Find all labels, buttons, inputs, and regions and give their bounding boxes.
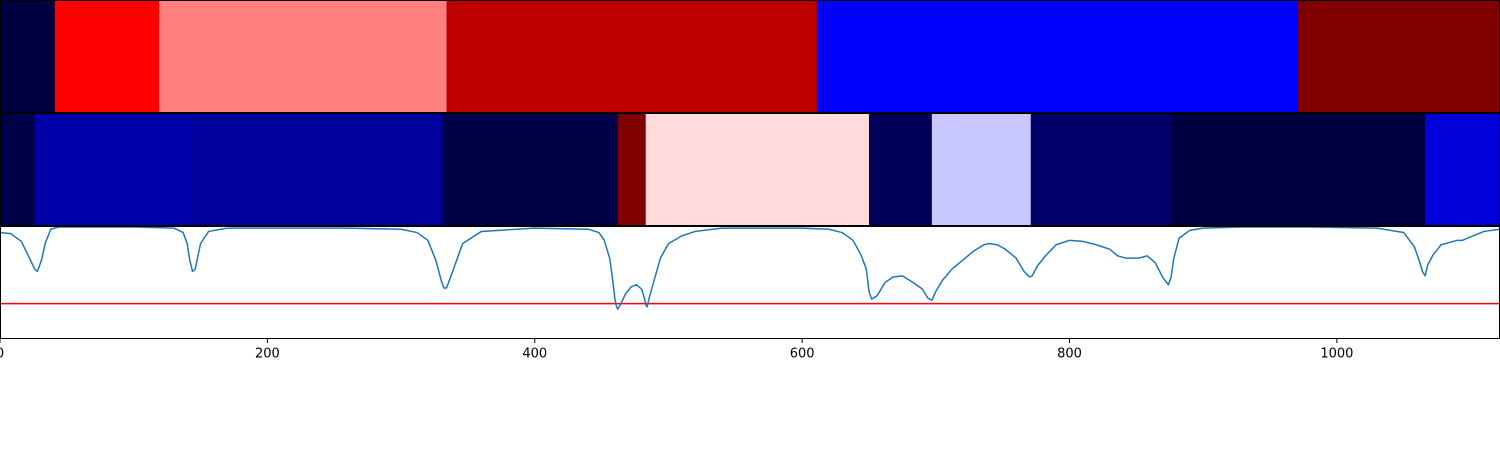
middle-band-segment-3 — [442, 114, 619, 225]
x-tick-label-600: 600 — [790, 347, 815, 362]
x-tick-label-0: 0 — [0, 347, 4, 362]
middle-band-segment-1 — [34, 114, 192, 225]
middle-band-segment-6 — [868, 114, 933, 225]
x-tick-label-1000: 1000 — [1320, 347, 1353, 362]
middle-heatmap-band — [0, 114, 1500, 225]
middle-band-segment-8 — [1030, 114, 1172, 225]
middle-band-segment-0 — [0, 114, 36, 225]
x-tick-label-400: 400 — [522, 347, 547, 362]
series-line — [0, 226, 1500, 310]
top-band-segment-0 — [0, 1, 56, 112]
middle-band-segment-10 — [1425, 114, 1500, 225]
middle-band-segment-2 — [191, 114, 444, 225]
line-panel-frame — [0, 226, 1500, 339]
top-band-segment-4 — [816, 1, 1299, 112]
top-band-segment-2 — [159, 1, 448, 112]
middle-band-segment-4 — [617, 114, 647, 225]
middle-band-segment-5 — [645, 114, 870, 225]
middle-band-segment-7 — [931, 114, 1032, 225]
top-band-segment-3 — [446, 1, 818, 112]
x-tick-label-800: 800 — [1057, 347, 1082, 362]
x-tick-label-200: 200 — [255, 347, 280, 362]
middle-band-segment-9 — [1171, 114, 1426, 225]
x-axis: 0 200 400 600 800 1000 — [0, 338, 1353, 362]
line-panel — [0, 226, 1500, 310]
top-band-segment-1 — [54, 1, 160, 112]
top-heatmap-band — [0, 1, 1500, 112]
top-band-segment-5 — [1298, 1, 1500, 112]
